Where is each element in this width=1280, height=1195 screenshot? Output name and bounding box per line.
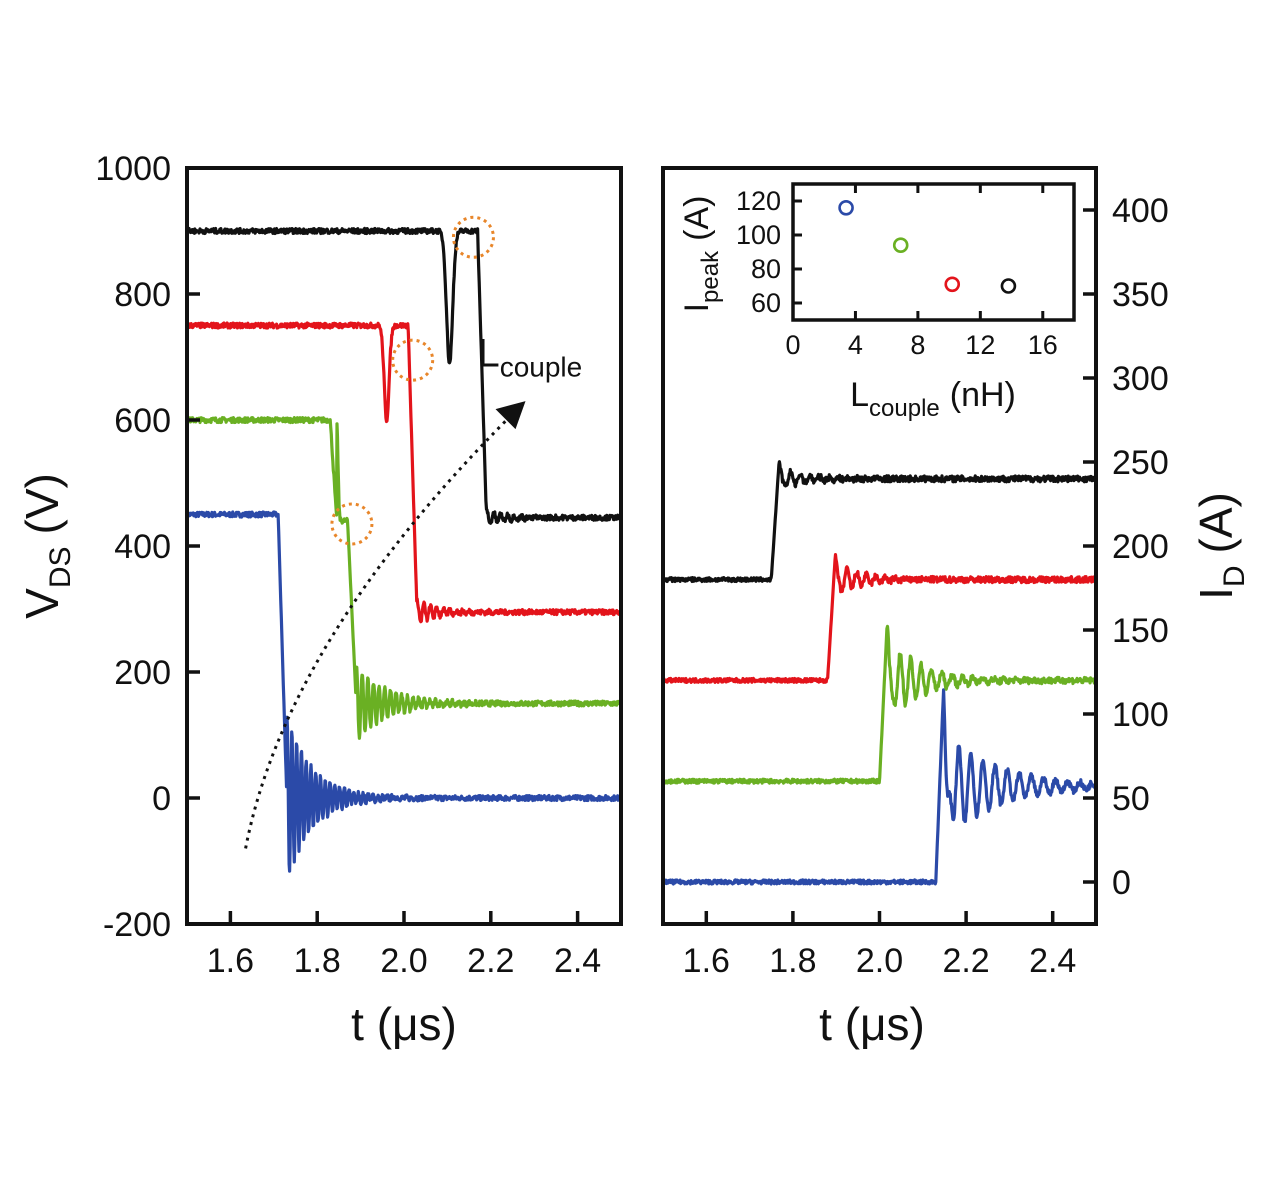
right-x-tick-label: 2.0 [856,942,903,980]
left-y-tick-label: 800 [114,276,171,314]
right-x-tick-label: 2.2 [942,942,989,980]
right-panel: 1.6 1.8 2.0 2.2 2.4050100150200250300350400 … [661,166,1251,1050]
right-y-tick-label: 50 [1112,780,1150,818]
left-ticks: 1.6 1.8 2.0 2.2 2.4 -200 0 200 400 600 800 1000 [95,150,601,980]
right-plot-frame [661,166,1098,926]
lcouple-label-main: L [477,331,499,375]
inset-x-tick-label: 8 [910,330,925,360]
inset-y-title-main: I [678,303,716,312]
inset-point-blue [838,200,854,216]
highlight-circle [451,215,495,259]
right-trace-blue [661,688,1098,886]
left-trace-red [185,321,623,624]
inset-point-green [892,237,909,253]
left-x-tick-label: 1.6 [207,942,254,980]
left-traces [185,226,623,873]
left-y-tick-label: 600 [114,402,171,440]
right-y-axis-title: ID (A) [1190,492,1251,600]
left-y-axis-title: VDS (V) [16,473,77,619]
left-y-title-main: V [16,588,68,619]
left-trace-green [185,416,623,740]
left-x-tick-label: 1.8 [294,942,341,980]
inset-y-title-sub: peak [697,250,724,303]
inset-x-title-sub: couple [869,395,940,422]
highlight-circle [391,338,435,382]
inset-points [838,200,1017,294]
left-trace-blue [185,510,623,873]
left-y-tick-label: 0 [152,780,171,818]
inset-x-tick-label: 4 [848,330,863,360]
right-y-tick-label: 0 [1112,864,1131,902]
lcouple-label-sub: couple [500,351,583,382]
inset-plot-frame [791,182,1076,322]
lcouple-arrow-head [495,401,526,430]
left-x-tick-label: 2.4 [554,942,601,980]
svg-text:ID(A): ID (A) [1190,492,1251,600]
left-y-tick-label: 1000 [95,150,171,188]
right-trace-green [661,624,1098,785]
left-y-title-unit: (V) [16,473,68,534]
right-y-tick-label: 350 [1112,276,1169,314]
inset-x-title-unit: (nH) [950,376,1016,414]
right-y-title-unit: (A) [1190,492,1242,553]
lcouple-arrow-label: Lcouple [477,331,582,382]
right-trace-black [661,460,1097,584]
inset-x-tick-label: 12 [965,330,995,360]
inset-point-red [944,276,961,293]
right-x-axis-title: t (μs) [819,998,925,1050]
inset-y-axis-title: Ipeak (A) [678,196,724,313]
inset-panel: 0 4 8 12 16 60 80 100 120 Lcouple (nH) Ipeak (A) [678,182,1076,422]
right-x-tick-label: 1.6 [683,942,730,980]
svg-text:VDS(V): VDS (V) [16,473,77,619]
left-y-tick-label: 200 [114,654,171,692]
right-y-tick-label: 100 [1112,696,1169,734]
left-x-tick-label: 2.2 [467,942,514,980]
right-x-tick-label: 1.8 [769,942,816,980]
right-traces [661,460,1098,886]
left-trace-black [185,226,623,525]
right-y-title-sub: D [1218,565,1251,587]
left-y-tick-label: -200 [103,906,171,944]
right-x-tick-label: 2.4 [1029,942,1076,980]
left-y-title-sub: DS [44,546,77,588]
inset-x-tick-label: 16 [1028,330,1058,360]
left-panel: Lcouple 1.6 1.8 2.0 2.2 2.4 -200 0 200 400 600 800… [16,150,623,1050]
left-x-tick-label: 2.0 [380,942,427,980]
right-y-tick-label: 150 [1112,612,1169,650]
inset-y-title-unit: (A) [678,196,716,241]
right-y-tick-label: 300 [1112,360,1169,398]
svg-text:Ipeak(A): Ipeak (A) [678,196,724,313]
inset-x-title-main: L [850,376,869,414]
right-trace-red [661,552,1097,685]
inset-y-tick-label: 120 [736,186,781,216]
inset-x-axis-title: Lcouple (nH) [850,376,1016,422]
right-y-tick-label: 250 [1112,444,1169,482]
right-y-tick-label: 400 [1112,192,1169,230]
inset-ticks: 0 4 8 12 16 60 80 100 120 [736,184,1058,360]
right-y-tick-label: 200 [1112,528,1169,566]
highlight-circle [330,502,374,546]
left-plot-frame [185,166,623,926]
left-x-axis-title: t (μs) [351,998,457,1050]
inset-y-tick-label: 60 [751,288,781,318]
right-y-title-main: I [1190,587,1242,600]
inset-y-tick-label: 80 [751,254,781,284]
left-y-tick-label: 400 [114,528,171,566]
inset-y-tick-label: 100 [736,220,781,250]
left-annotations: Lcouple [244,215,582,849]
inset-x-tick-label: 0 [785,330,800,360]
right-ticks: 1.6 1.8 2.0 2.2 2.4 0 50 100 150 200 250 300 350 400 [683,192,1169,980]
inset-point-black [1000,278,1017,294]
